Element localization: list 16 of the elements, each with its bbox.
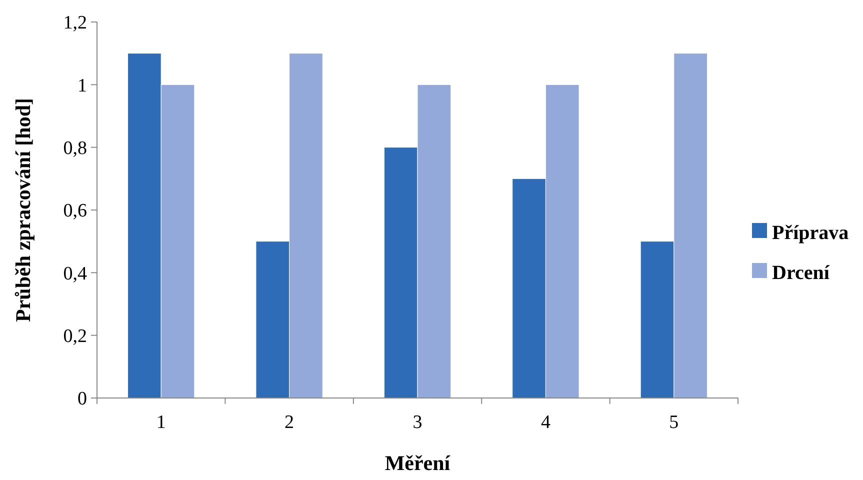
- x-tick-label: 5: [669, 412, 679, 433]
- x-tick-label: 2: [284, 412, 294, 433]
- y-tick-label: 1: [78, 75, 87, 96]
- y-tick-label: 0: [78, 388, 87, 410]
- y-tick-label: 0,2: [63, 326, 87, 347]
- y-tick-label: 1,2: [63, 12, 87, 34]
- x-axis-title: Měření: [384, 451, 452, 475]
- legend-label: Drcení: [772, 262, 830, 284]
- y-tick-label: 0,8: [63, 138, 87, 159]
- x-tick-label: 1: [156, 412, 166, 433]
- y-tick-label: 0,4: [63, 263, 88, 284]
- x-tick-label: 4: [540, 412, 551, 433]
- y-tick-label: 0,6: [63, 200, 87, 222]
- x-tick-label: 3: [412, 412, 422, 433]
- y-axis-title: Průběh zpracování [hod]: [11, 98, 35, 322]
- legend-label: Příprava: [772, 222, 849, 244]
